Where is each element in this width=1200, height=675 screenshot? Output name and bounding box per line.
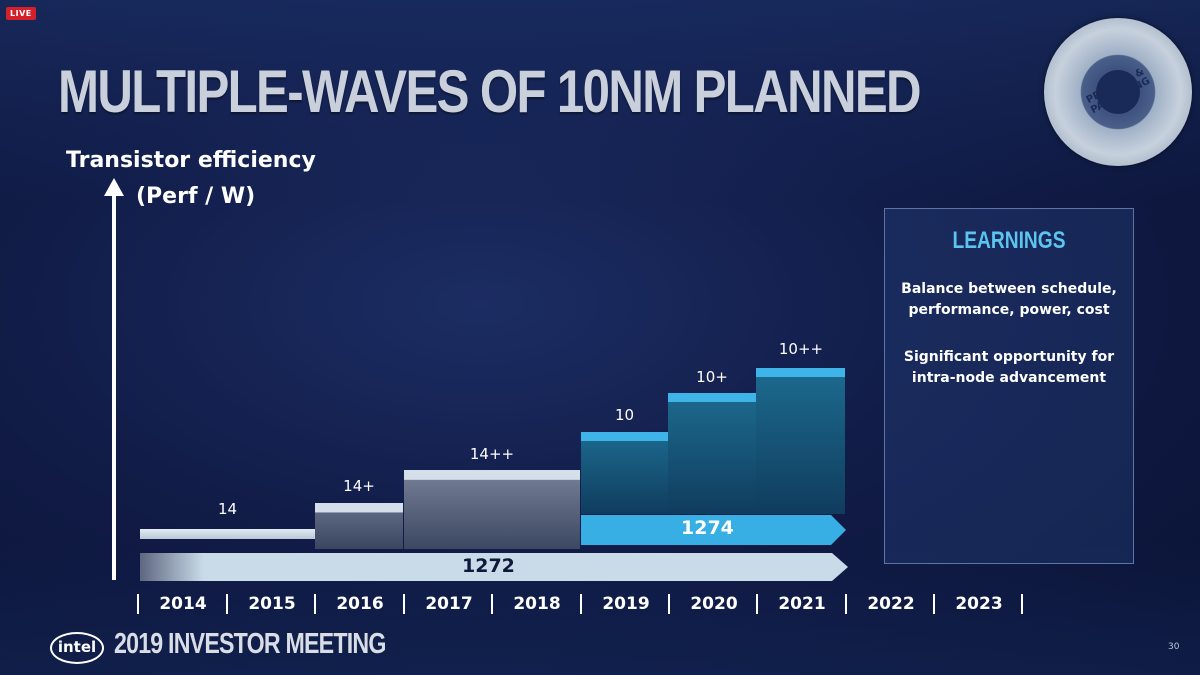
bar-10plus-cap	[668, 393, 756, 402]
bar-14	[140, 529, 315, 539]
year-separator	[845, 594, 847, 614]
y-axis-line	[112, 193, 116, 580]
year-2019: 2019	[602, 594, 650, 614]
lane-1274-arrow	[581, 515, 846, 545]
year-separator	[933, 594, 935, 614]
event-name: 2019 INVESTOR MEETING	[114, 628, 386, 660]
year-2020: 2020	[690, 594, 738, 614]
page-number: 30	[1168, 642, 1180, 652]
year-2017: 2017	[425, 594, 473, 614]
year-separator	[137, 594, 139, 614]
year-separator	[1021, 594, 1023, 614]
y-axis-arrow-icon	[104, 178, 124, 196]
process-packaging-badge: PROCESS & PACKAGING	[1044, 18, 1192, 166]
intel-logo: intel	[50, 632, 104, 664]
year-separator	[580, 594, 582, 614]
bar-10	[581, 432, 668, 514]
y-axis-label-line2: (Perf / W)	[136, 184, 256, 209]
year-separator	[403, 594, 405, 614]
badge-text: PROCESS & PACKAGING	[1084, 66, 1153, 117]
year-2022: 2022	[867, 594, 915, 614]
year-2014: 2014	[159, 594, 207, 614]
year-separator	[226, 594, 228, 614]
bar-14plusplus	[404, 470, 580, 549]
learnings-point-1: Balance between schedule, performance, p…	[901, 281, 1117, 318]
year-2018: 2018	[513, 594, 561, 614]
bar-10-cap	[581, 432, 668, 441]
label-10plus: 10+	[696, 368, 728, 386]
lane-1272-arrow	[140, 553, 848, 581]
slide-title: MULTIPLE-WAVES OF 10NM PLANNED	[58, 58, 922, 125]
year-2016: 2016	[336, 594, 384, 614]
bar-14plus	[315, 503, 403, 549]
lane-1272-label: 1272	[462, 555, 515, 577]
year-separator	[668, 594, 670, 614]
learnings-title: LEARNINGS	[952, 227, 1066, 254]
live-badge: LIVE	[6, 7, 36, 20]
label-14: 14	[217, 500, 238, 518]
label-10plusplus: 10++	[778, 340, 824, 358]
badge-center	[1096, 70, 1140, 114]
year-separator	[756, 594, 758, 614]
year-2015: 2015	[248, 594, 296, 614]
bar-10plus	[668, 393, 756, 514]
y-axis-label: Transistor efficiency (Perf / W)	[66, 143, 316, 215]
bar-10plusplus-cap	[756, 368, 845, 377]
y-axis-label-line1: Transistor efficiency	[66, 148, 316, 173]
label-14plusplus: 14++	[469, 445, 515, 463]
year-separator	[314, 594, 316, 614]
learnings-point-2: Significant opportunity for intra-node a…	[903, 349, 1115, 386]
year-2021: 2021	[778, 594, 826, 614]
label-14plus: 14+	[343, 477, 375, 495]
year-separator	[491, 594, 493, 614]
lane-1274-label: 1274	[681, 517, 734, 539]
year-2023: 2023	[955, 594, 1003, 614]
label-10: 10	[614, 406, 635, 424]
bar-10plusplus	[756, 368, 845, 514]
learnings-panel: LEARNINGS Balance between schedule, perf…	[884, 208, 1134, 564]
